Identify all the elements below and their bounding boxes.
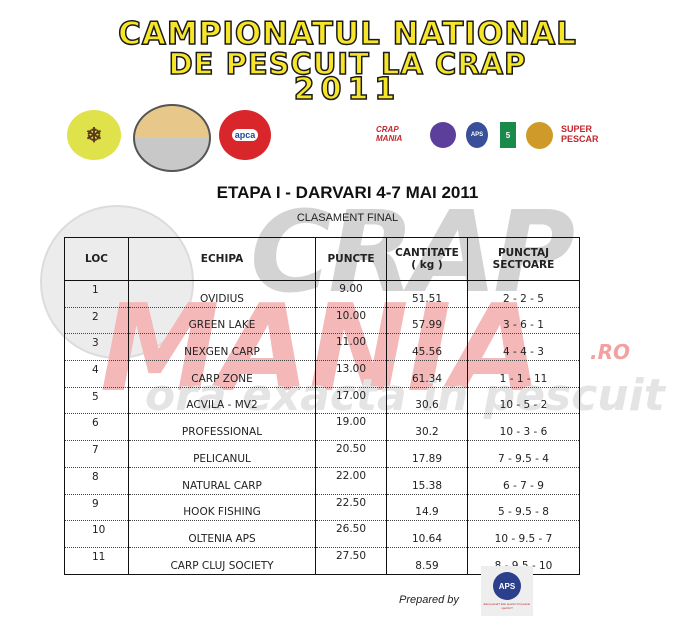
table-row: 10 OLTENIA APS 26.50 10.64 10 - 9.5 - 7: [64, 520, 580, 548]
cell-punctaj: 10 - 9.5 - 7: [467, 520, 580, 548]
table-row: 7 PELICANUL 20.50 17.89 7 - 9.5 - 4: [64, 440, 580, 468]
cell-echipa: PROFESSIONAL: [128, 413, 316, 442]
cell-echipa: OVIDIUS: [128, 280, 316, 308]
cell-puncte: 11.00: [315, 333, 387, 362]
cell-loc: 2: [64, 307, 129, 335]
super-pescar-logo: SUPER PESCAR: [561, 124, 599, 144]
table-row: 8 NATURAL CARP 22.00 15.38 6 - 7 - 9: [64, 467, 580, 495]
cell-punctaj: 6 - 7 - 9: [467, 467, 580, 495]
cell-loc: 4: [64, 360, 129, 388]
cell-puncte: 20.50: [315, 440, 387, 468]
cell-echipa: NATURAL CARP: [128, 467, 316, 495]
cell-loc: 6: [64, 413, 129, 442]
cell-cantitate: 15.38: [386, 467, 468, 495]
cell-loc: 5: [64, 387, 129, 415]
aps-logo: APS: [466, 122, 488, 148]
header-loc: LOC: [64, 237, 129, 281]
header-echipa: ECHIPA: [128, 237, 316, 281]
watermark-domain: .RO: [590, 340, 630, 364]
cell-punctaj: 10 - 3 - 6: [467, 413, 580, 442]
cell-echipa: NEXGEN CARP: [128, 333, 316, 362]
cell-echipa: HOOK FISHING: [128, 494, 316, 522]
cell-loc: 9: [64, 494, 129, 522]
cell-echipa: CARP CLUJ SOCIETY: [128, 547, 316, 575]
cell-echipa: CARP ZONE: [128, 360, 316, 388]
table-row: 4 CARP ZONE 13.00 61.34 1 - 1 - 11: [64, 360, 580, 388]
aps-footer-logo: APS Esti pescar? Esti sportiv! Fii pesca…: [481, 566, 533, 616]
cell-echipa: ACVILA - MV2: [128, 387, 316, 415]
cell-echipa: PELICANUL: [128, 440, 316, 468]
cell-cantitate: 51.51: [386, 280, 468, 308]
cell-loc: 10: [64, 520, 129, 548]
header-cantitate-unit: ( kg ): [411, 259, 443, 271]
cell-cantitate: 17.89: [386, 440, 468, 468]
cell-cantitate: 8.59: [386, 547, 468, 575]
cell-loc: 1: [64, 280, 129, 308]
cell-punctaj: 1 - 1 - 11: [467, 360, 580, 388]
cell-echipa: GREEN LAKE: [128, 307, 316, 335]
cell-cantitate: 45.56: [386, 333, 468, 362]
banner-title-line1: CAMPIONATUL NATIONAL: [117, 15, 577, 53]
header-cantitate-label: CANTITATE: [395, 247, 459, 259]
cell-punctaj: 4 - 4 - 3: [467, 333, 580, 362]
page-title: ETAPA I - DARVARI 4-7 MAI 2011: [216, 183, 479, 202]
crapmania-logo: CRAP MANIA: [376, 125, 403, 143]
table-row: 2 GREEN LAKE 10.00 57.99 3 - 6 - 1: [64, 307, 580, 335]
cell-puncte: 19.00: [315, 413, 387, 442]
cell-puncte: 22.50: [315, 494, 387, 522]
sponsor-crest-logo: [430, 122, 456, 148]
table-row: 9 HOOK FISHING 22.50 14.9 5 - 9.5 - 8: [64, 494, 580, 522]
cell-cantitate: 10.64: [386, 520, 468, 548]
page-subtitle: CLASAMENT FINAL: [296, 212, 399, 224]
results-table: LOC ECHIPA PUNCTE CANTITATE( kg ) PUNCTA…: [64, 237, 580, 575]
cell-loc: 3: [64, 333, 129, 362]
banner-title-line2: DE PESCUIT LA CRAP: [168, 46, 527, 82]
crap-club-logo: [526, 122, 553, 149]
table-row: 6 PROFESSIONAL 19.00 30.2 10 - 3 - 6: [64, 413, 580, 442]
table-header-row: LOC ECHIPA PUNCTE CANTITATE( kg ) PUNCTA…: [64, 237, 580, 281]
cell-cantitate: 30.6: [386, 387, 468, 415]
apca-logo: apca: [219, 110, 271, 160]
cell-puncte: 10.00: [315, 307, 387, 335]
cell-loc: 7: [64, 440, 129, 468]
cell-punctaj: 3 - 6 - 1: [467, 307, 580, 335]
table-row: 3 NEXGEN CARP 11.00 45.56 4 - 4 - 3: [64, 333, 580, 362]
cell-punctaj: 7 - 9.5 - 4: [467, 440, 580, 468]
hunting-club-logo: ❄: [67, 110, 121, 160]
cell-cantitate: 57.99: [386, 307, 468, 335]
cell-cantitate: 30.2: [386, 413, 468, 442]
table-row: 1 OVIDIUS 9.00 51.51 2 - 2 - 5: [64, 280, 580, 308]
championship-banner: CAMPIONATUL NATIONAL DE PESCUIT LA CRAP …: [0, 0, 695, 175]
cell-loc: 11: [64, 547, 129, 575]
cell-puncte: 9.00: [315, 280, 387, 308]
cell-puncte: 27.50: [315, 547, 387, 575]
cell-echipa: OLTENIA APS: [128, 520, 316, 548]
header-cantitate: CANTITATE( kg ): [386, 237, 468, 281]
prepared-by-label: Prepared by: [399, 594, 459, 606]
cell-punctaj: 10 - 5 - 2: [467, 387, 580, 415]
cell-puncte: 26.50: [315, 520, 387, 548]
cell-cantitate: 14.9: [386, 494, 468, 522]
header-puncte: PUNCTE: [315, 237, 387, 281]
pv-tv-logo: 5: [500, 122, 516, 148]
cell-loc: 8: [64, 467, 129, 495]
table-row: 5 ACVILA - MV2 17.00 30.6 10 - 5 - 2: [64, 387, 580, 415]
neumarkt-championship-logo: [133, 104, 211, 172]
cell-punctaj: 5 - 9.5 - 8: [467, 494, 580, 522]
cell-puncte: 17.00: [315, 387, 387, 415]
cell-puncte: 22.00: [315, 467, 387, 495]
aps-badge: APS: [493, 572, 521, 600]
cell-cantitate: 61.34: [386, 360, 468, 388]
aps-caption: Esti pescar? Esti sportiv! Fii pescar sp…: [483, 602, 531, 610]
banner-title-year: 2011: [293, 71, 402, 108]
header-punctaj: PUNCTAJ SECTOARE: [467, 237, 580, 281]
cell-puncte: 13.00: [315, 360, 387, 388]
cell-punctaj: 2 - 2 - 5: [467, 280, 580, 308]
